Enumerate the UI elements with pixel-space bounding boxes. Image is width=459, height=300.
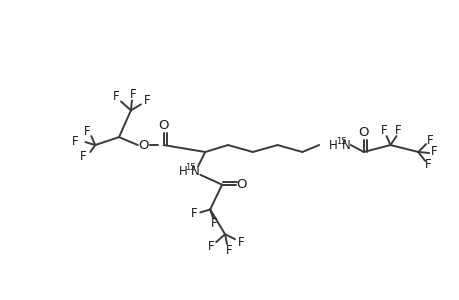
Text: F: F [237, 236, 244, 249]
Text: F: F [207, 240, 214, 253]
Text: F: F [112, 90, 119, 103]
Text: F: F [72, 135, 78, 148]
Text: F: F [426, 134, 432, 147]
Text: F: F [381, 124, 387, 137]
Text: F: F [430, 146, 437, 158]
Text: H: H [178, 165, 187, 178]
Text: F: F [84, 125, 90, 138]
Text: 15: 15 [185, 163, 196, 172]
Text: O: O [158, 119, 168, 132]
Text: N: N [191, 165, 200, 178]
Text: F: F [210, 217, 217, 230]
Text: F: F [143, 94, 150, 107]
Text: F: F [190, 207, 197, 220]
Text: H: H [328, 139, 337, 152]
Text: F: F [394, 124, 401, 137]
Text: F: F [129, 88, 136, 101]
Text: F: F [80, 150, 86, 164]
Text: N: N [341, 139, 350, 152]
Text: F: F [424, 158, 431, 171]
Text: 15: 15 [335, 136, 346, 146]
Text: O: O [236, 178, 246, 191]
Text: O: O [138, 139, 149, 152]
Text: F: F [225, 244, 232, 256]
Text: O: O [358, 126, 368, 139]
